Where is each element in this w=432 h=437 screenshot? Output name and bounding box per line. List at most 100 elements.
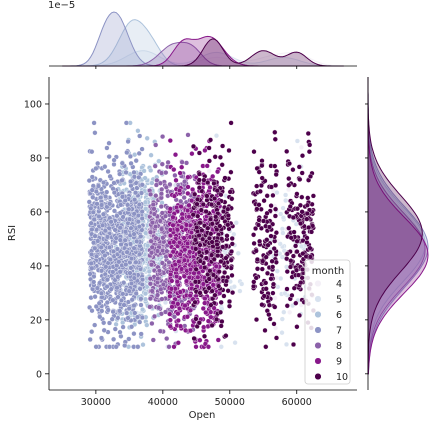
scatter-point-month-4 — [206, 168, 212, 174]
legend-marker-month-9 — [314, 357, 322, 365]
scatter-point-month-7 — [89, 187, 95, 193]
scatter-point-month-10 — [193, 316, 199, 322]
scatter-point-month-10 — [290, 214, 296, 221]
scatter-point-month-7 — [91, 216, 97, 223]
scatter-point-month-9 — [200, 163, 206, 169]
scatter-point-month-6 — [144, 135, 150, 141]
scatter-point-month-9 — [195, 274, 201, 280]
scatter-point-month-10 — [257, 188, 263, 195]
scatter-point-month-10 — [305, 130, 311, 137]
scatter-point-month-10 — [296, 164, 302, 170]
scatter-point-month-8 — [159, 210, 165, 216]
scatter-point-month-7 — [92, 245, 98, 251]
scatter-point-month-10 — [297, 176, 303, 183]
scatter-point-month-10 — [284, 148, 290, 155]
scatter-point-month-9 — [210, 282, 216, 288]
scatter-point-month-7 — [89, 226, 95, 233]
scatter-point-month-7 — [131, 231, 137, 237]
scatter-point-month-7 — [106, 244, 113, 251]
scatter-point-month-10 — [220, 143, 226, 149]
scatter-point-month-9 — [181, 235, 187, 241]
scatter-point-month-7 — [131, 302, 137, 309]
scatter-point-month-10 — [225, 212, 231, 219]
scatter-point-month-7 — [116, 259, 122, 265]
scatter-point-month-8 — [183, 160, 190, 166]
scatter-point-month-10 — [253, 248, 259, 254]
scatter-point-month-7 — [123, 120, 130, 126]
scatter-point-month-10 — [206, 145, 212, 151]
scatter-point-month-10 — [263, 280, 269, 286]
scatter-point-month-10 — [264, 270, 271, 276]
scatter-point-month-5 — [213, 133, 220, 139]
scatter-point-month-10 — [286, 182, 292, 188]
scatter-point-month-10 — [304, 235, 310, 241]
scatter-point-month-10 — [260, 218, 267, 224]
scatter-point-month-7 — [93, 165, 99, 172]
scatter-point-month-7 — [88, 260, 94, 267]
scatter-point-month-10 — [225, 222, 231, 228]
scatter-point-month-10 — [227, 189, 233, 195]
scatter-point-month-8 — [178, 198, 184, 204]
scatter-point-month-9 — [185, 184, 191, 190]
scatter-point-month-10 — [291, 285, 297, 291]
scatter-point-month-9 — [168, 271, 174, 278]
scatter-point-month-7 — [89, 308, 95, 314]
scatter-point-month-7 — [124, 149, 130, 156]
scatter-point-month-6 — [143, 206, 149, 212]
scatter-point-month-7 — [138, 296, 144, 302]
scatter-point-month-6 — [142, 296, 149, 302]
scatter-point-month-7 — [133, 259, 139, 265]
scatter-point-month-7 — [128, 256, 135, 262]
scatter-point-month-10 — [192, 191, 198, 197]
scatter-point-month-7 — [88, 220, 94, 226]
scatter-point-month-6 — [144, 322, 150, 328]
x-tick-label: 30000 — [81, 397, 111, 408]
scatter-point-month-5 — [283, 197, 289, 204]
scatter-point-month-10 — [192, 279, 199, 285]
scatter-point-month-10 — [215, 200, 222, 207]
scatter-point-month-9 — [175, 301, 181, 307]
scatter-point-month-7 — [119, 194, 126, 200]
legend-marker-month-10 — [314, 372, 322, 381]
scatter-point-month-9 — [210, 173, 216, 180]
scatter-point-month-7 — [107, 173, 113, 180]
scatter-point-month-10 — [286, 176, 292, 182]
scatter-point-month-10 — [223, 255, 229, 261]
scatter-point-month-10 — [304, 216, 310, 222]
scatter-point-month-10 — [258, 206, 264, 212]
scatter-point-month-5 — [239, 281, 245, 287]
scatter-point-month-7 — [133, 158, 139, 164]
scatter-point-month-8 — [171, 314, 178, 320]
scatter-point-month-10 — [272, 304, 278, 310]
scatter-point-month-10 — [290, 341, 297, 348]
scatter-point-month-10 — [212, 292, 218, 298]
scatter-point-month-10 — [263, 286, 269, 292]
scatter-point-month-7 — [89, 174, 95, 180]
scatter-point-month-10 — [301, 229, 307, 236]
scatter-point-month-10 — [284, 269, 290, 275]
scatter-point-month-7 — [118, 297, 125, 304]
scatter-point-month-9 — [169, 304, 175, 310]
scatter-point-month-10 — [229, 272, 235, 279]
scatter-point-month-10 — [226, 303, 233, 309]
scatter-point-month-8 — [162, 309, 169, 315]
scatter-point-month-10 — [255, 222, 262, 228]
scatter-point-month-7 — [139, 314, 146, 321]
scatter-point-month-9 — [167, 206, 173, 212]
scatter-point-month-9 — [185, 190, 191, 197]
scatter-point-month-6 — [113, 321, 119, 327]
scatter-point-month-8 — [155, 275, 161, 282]
legend-marker-month-6 — [314, 310, 322, 319]
scatter-point-month-10 — [293, 267, 300, 273]
scatter-point-month-10 — [196, 150, 203, 156]
scatter-point-month-10 — [294, 324, 300, 330]
scatter-point-month-10 — [269, 258, 275, 264]
scatter-point-month-9 — [190, 186, 196, 193]
scatter-point-month-7 — [129, 297, 135, 303]
scatter-point-month-7 — [134, 238, 140, 245]
scatter-point-month-9 — [171, 193, 178, 199]
scatter-point-month-7 — [100, 180, 107, 186]
scatter-point-month-9 — [175, 311, 181, 317]
scatter-point-month-5 — [279, 330, 285, 336]
scatter-point-month-7 — [137, 251, 143, 257]
